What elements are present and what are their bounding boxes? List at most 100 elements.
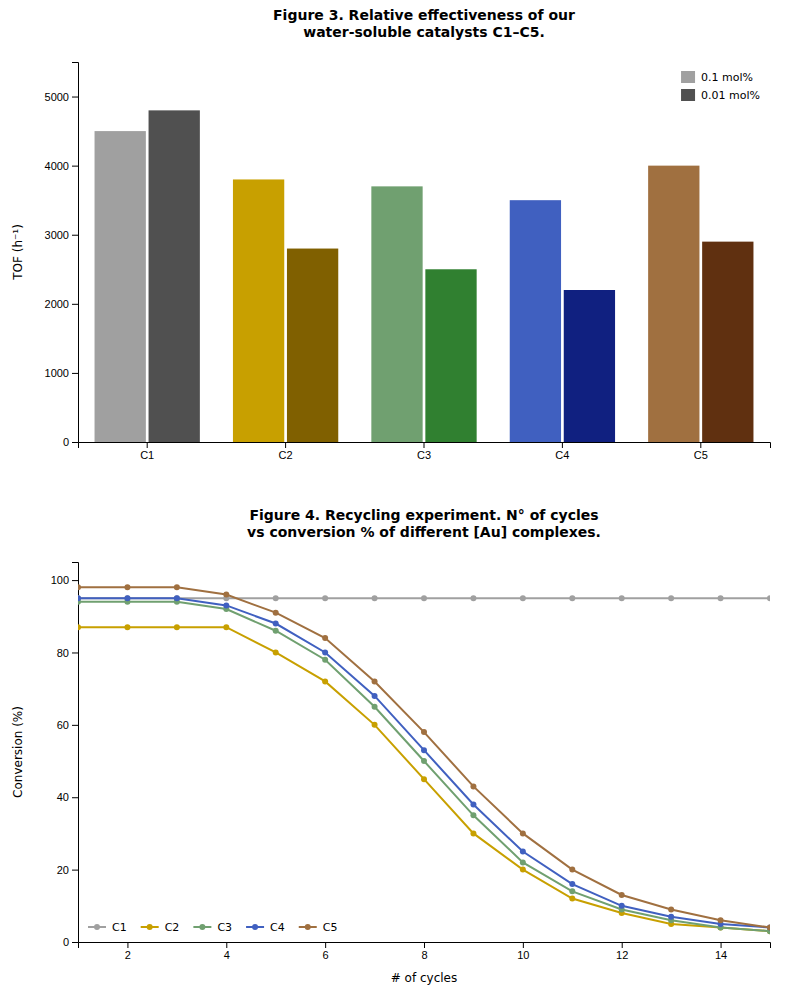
tick-mark xyxy=(147,442,148,448)
tick-mark xyxy=(424,442,425,448)
tick-mark xyxy=(562,442,563,448)
tick-label: 4 xyxy=(224,949,230,961)
tick-label: 14 xyxy=(715,949,727,961)
marks xyxy=(95,110,754,442)
tick: 6 xyxy=(323,942,329,961)
point xyxy=(372,704,378,710)
tick-mark xyxy=(424,942,425,948)
point xyxy=(470,801,476,807)
point xyxy=(174,595,180,601)
point xyxy=(421,747,427,753)
tick: 100 xyxy=(51,574,78,586)
tick: C4 xyxy=(555,442,569,461)
point xyxy=(619,595,625,601)
tick-label: 8 xyxy=(421,949,427,961)
point xyxy=(520,830,526,836)
tick-mark xyxy=(72,304,78,305)
legend-label: 0.01 mol% xyxy=(701,89,760,102)
point xyxy=(322,635,328,641)
plot-area: 0204060801002468101214C1C2C3C4C5 xyxy=(51,563,773,961)
legend-marker xyxy=(94,924,100,930)
legend-swatch xyxy=(681,89,695,101)
tick: 0 xyxy=(63,436,78,448)
legend-label: C4 xyxy=(270,921,285,934)
legend-swatch xyxy=(681,71,695,83)
point xyxy=(421,729,427,735)
bar xyxy=(425,269,476,442)
tick-label: 0 xyxy=(63,936,69,948)
point xyxy=(569,888,575,894)
tick-label: 6 xyxy=(323,949,329,961)
tick: 20 xyxy=(57,864,78,876)
tick-label: 2000 xyxy=(45,298,69,310)
legend-item: 0.01 mol% xyxy=(681,89,760,102)
tick: C1 xyxy=(140,442,154,461)
tick-label: 40 xyxy=(57,791,69,803)
point xyxy=(174,624,180,630)
point xyxy=(273,649,279,655)
point xyxy=(421,595,427,601)
tick: C5 xyxy=(694,442,708,461)
bar xyxy=(287,249,338,442)
point xyxy=(223,624,229,630)
tick-mark xyxy=(72,373,78,374)
legend-item: C2 xyxy=(141,921,180,934)
axis-line xyxy=(79,943,771,949)
tick: 8 xyxy=(421,942,427,961)
tick-mark xyxy=(700,442,701,448)
line-series xyxy=(78,599,770,934)
bar xyxy=(233,179,284,442)
tick-mark xyxy=(72,797,78,798)
legend-item: C3 xyxy=(193,921,232,934)
tick-mark xyxy=(72,652,78,653)
tick: C2 xyxy=(279,442,293,461)
point xyxy=(372,722,378,728)
point xyxy=(174,595,180,601)
marks xyxy=(78,584,770,934)
bar xyxy=(510,200,561,442)
chart-title: Figure 4. Recycling experiment. N° of cy… xyxy=(247,507,601,540)
legend: C1C2C3C4C5 xyxy=(88,921,337,934)
point xyxy=(372,678,378,684)
point xyxy=(668,906,674,912)
chart: Figure 4. Recycling experiment. N° of cy… xyxy=(11,507,773,985)
point xyxy=(124,595,130,601)
tick-label: C4 xyxy=(555,449,569,461)
point xyxy=(520,849,526,855)
tick-mark xyxy=(72,580,78,581)
point xyxy=(421,758,427,764)
bar xyxy=(95,131,146,442)
axis-line xyxy=(79,443,771,449)
bar-series xyxy=(149,110,754,442)
line xyxy=(78,627,770,931)
line xyxy=(78,598,770,927)
x-axis: 2468101214 xyxy=(79,942,771,961)
tick-mark xyxy=(325,942,326,948)
chart: Figure 3. Relative effectiveness of ourw… xyxy=(11,7,771,461)
point xyxy=(470,812,476,818)
point xyxy=(223,592,229,598)
point xyxy=(273,610,279,616)
bar xyxy=(648,166,699,442)
y-axis-title: TOF (h⁻¹) xyxy=(11,224,25,281)
point xyxy=(322,595,328,601)
axis-line xyxy=(72,63,79,443)
tick: 60 xyxy=(57,719,78,731)
tick-label: 1000 xyxy=(45,367,69,379)
point xyxy=(470,783,476,789)
tick: 4000 xyxy=(45,160,78,172)
legend-label: C2 xyxy=(165,921,180,934)
point xyxy=(421,776,427,782)
point xyxy=(569,896,575,902)
point xyxy=(273,628,279,634)
chart-title: Figure 3. Relative effectiveness of ourw… xyxy=(273,7,575,40)
tick: 5000 xyxy=(45,91,78,103)
legend-marker xyxy=(252,924,258,930)
tick: 10 xyxy=(517,942,529,961)
tick: 12 xyxy=(616,942,628,961)
tick-mark xyxy=(622,942,623,948)
tick-label: 12 xyxy=(616,949,628,961)
tick-mark xyxy=(523,942,524,948)
legend-item: C1 xyxy=(88,921,127,934)
point xyxy=(78,584,81,590)
